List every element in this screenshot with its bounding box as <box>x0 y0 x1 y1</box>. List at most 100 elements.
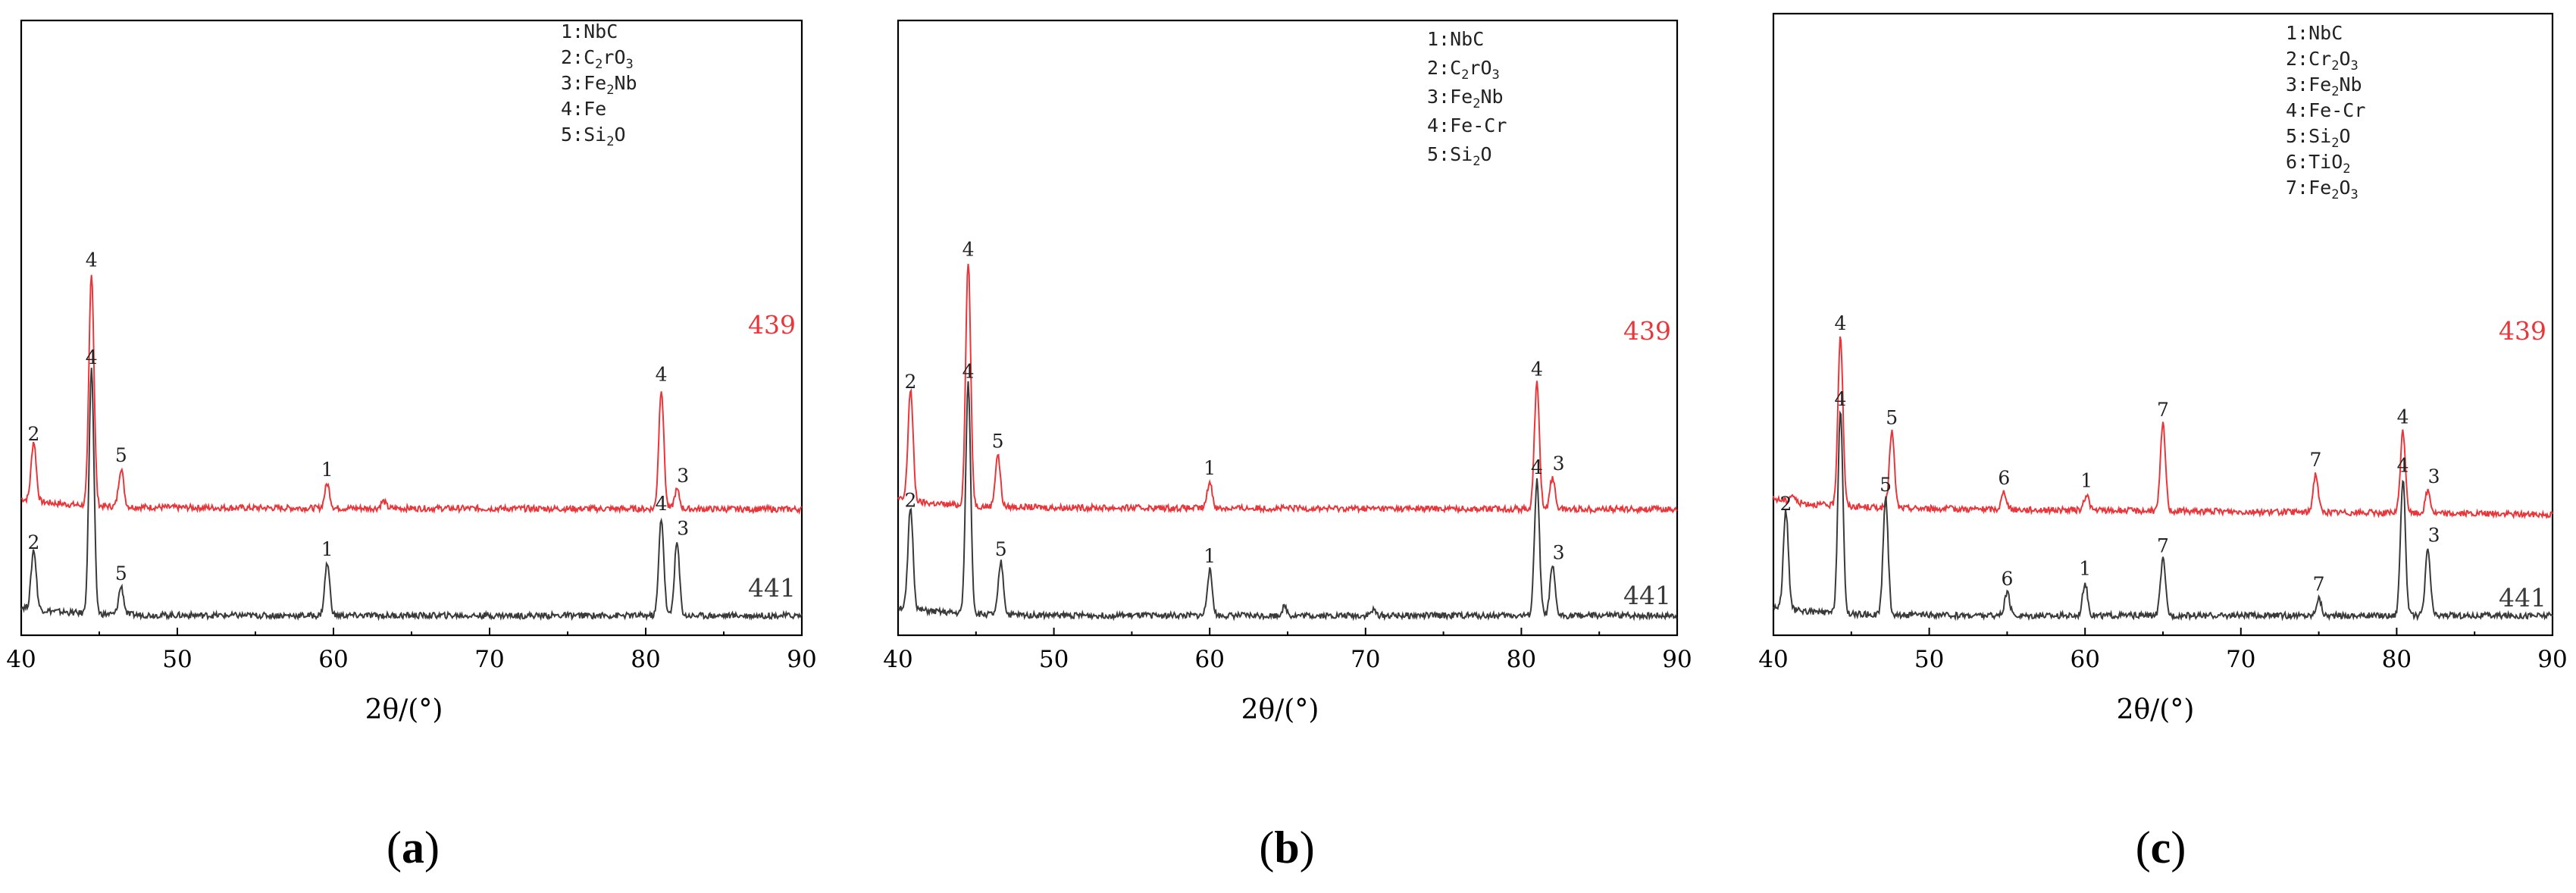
x-tick-label: 90 <box>2537 646 2567 673</box>
peak-label: 1 <box>2080 469 2092 491</box>
x-tick-label: 50 <box>1914 646 1944 673</box>
legend-number: 4: <box>561 98 584 120</box>
peak-label: 2 <box>1779 493 1792 515</box>
legend-phase-part: 3 <box>2351 58 2358 74</box>
legend-phase-part: rO <box>1469 57 1491 79</box>
peak-label: 1 <box>321 538 333 560</box>
legend-phase-part: 2 <box>1473 96 1480 111</box>
peak-label: 1 <box>1203 457 1216 479</box>
peak-label: 4 <box>2397 455 2409 477</box>
peak-label: 7 <box>2157 534 2169 556</box>
legend-number: 3: <box>2286 74 2308 96</box>
legend-number: 1: <box>1427 28 1450 50</box>
peak-label: 5 <box>115 444 127 466</box>
peak-label: 4 <box>1531 456 1543 478</box>
peak-label: 4 <box>962 239 975 261</box>
legend-entry: 5:Si2O <box>2286 125 2351 151</box>
legend-number: 4: <box>2286 99 2308 121</box>
legend-phase-part: Nb <box>1480 86 1503 108</box>
series-line-441 <box>1773 409 2553 622</box>
legend-phase-part: rO <box>603 46 625 68</box>
peak-label: 4 <box>2397 406 2409 428</box>
legend-number: 1: <box>2286 22 2308 44</box>
legend-phase-part: 2 <box>606 83 614 98</box>
legend-number: 3: <box>561 72 584 94</box>
legend-phase-part: 2 <box>2331 58 2339 74</box>
peak-label: 2 <box>904 490 916 512</box>
legend-entry: 1:NbC <box>2286 22 2343 44</box>
subfigure-label-b: (b) <box>1259 822 1314 873</box>
peak-label: 5 <box>1880 474 1892 496</box>
legend-phase-part: 2 <box>2331 187 2339 202</box>
legend-entry: 3:Fe2Nb <box>561 72 637 98</box>
peak-label: 5 <box>1886 407 1898 429</box>
legend-entry: 5:Si2O <box>1427 143 1492 169</box>
series-name-441: 441 <box>748 573 796 603</box>
legend-phase-part: Nb <box>614 72 637 94</box>
legend-number: 5: <box>1427 143 1450 165</box>
peak-label: 3 <box>1553 542 1565 564</box>
peak-label: 3 <box>1553 453 1565 475</box>
peak-label: 3 <box>677 465 689 487</box>
x-tick-label: 80 <box>2382 646 2412 673</box>
peak-label: 3 <box>2428 525 2440 547</box>
legend-phase-part: O <box>1480 143 1491 165</box>
legend-phase-part: Si <box>584 124 606 146</box>
peak-label: 7 <box>2310 449 2322 471</box>
subfigure-label-c: (c) <box>2136 822 2186 873</box>
peak-label: 2 <box>28 531 40 553</box>
legend-phase-part: Fe <box>584 98 606 120</box>
x-tick-label: 60 <box>2070 646 2099 673</box>
legend-phase-part: O <box>614 124 625 146</box>
peak-label: 7 <box>2157 399 2169 421</box>
legend-number: 7: <box>2286 177 2308 199</box>
legend-entry: 4:Fe <box>561 98 606 120</box>
legend-entry: 1:NbC <box>561 20 618 42</box>
legend-entry: 2:C2rO3 <box>561 46 634 72</box>
x-tick-label: 60 <box>1194 646 1224 673</box>
legend-entry: 7:Fe2O3 <box>2286 177 2358 202</box>
legend-entry: 3:Fe2Nb <box>2286 74 2362 99</box>
legend-phase-part: 2 <box>2343 161 2350 177</box>
x-tick-label: 60 <box>318 646 348 673</box>
peak-label: 4 <box>86 346 98 368</box>
legend-entry: 4:Fe-Cr <box>2286 99 2365 121</box>
legend-phase-part: C <box>1450 57 1461 79</box>
x-tick-label: 40 <box>6 646 36 673</box>
legend-phase-part: 2 <box>2331 84 2339 99</box>
legend-phase-part: Fe-Cr <box>2308 99 2365 121</box>
legend-phase-part: O <box>2339 125 2350 147</box>
legend-number: 6: <box>2286 151 2308 173</box>
legend-phase-part: Fe-Cr <box>1450 114 1507 136</box>
legend-phase-part: Fe <box>1450 86 1473 108</box>
x-tick-label: 50 <box>162 646 192 673</box>
series-name-439: 439 <box>748 310 796 340</box>
legend-number: 2: <box>561 46 584 68</box>
series-line-439 <box>897 264 1678 515</box>
legend-phase-part: 2 <box>1461 67 1469 83</box>
peak-label: 4 <box>86 249 98 271</box>
legend-entry: 6:TiO2 <box>2286 151 2351 177</box>
legend-phase-part: Nb <box>2339 74 2362 96</box>
peak-label: 3 <box>677 517 689 539</box>
peak-label: 4 <box>656 493 668 515</box>
legend-phase-part: Si <box>1450 143 1473 165</box>
legend-phase-part: O <box>2339 177 2350 199</box>
peak-label: 5 <box>995 538 1007 560</box>
peak-label: 2 <box>904 371 916 393</box>
legend-phase-part: Fe <box>2308 74 2331 96</box>
x-axis-title: 2θ/(°) <box>2117 694 2195 725</box>
legend-number: 5: <box>561 124 584 146</box>
series-name-439: 439 <box>1623 316 1671 346</box>
legend-entry: 5:Si2O <box>561 124 626 149</box>
legend-entry: 4:Fe-Cr <box>1427 114 1507 136</box>
x-tick-label: 40 <box>883 646 912 673</box>
legend-phase-part: Si <box>2308 125 2331 147</box>
x-tick-label: 70 <box>2226 646 2255 673</box>
peak-label: 2 <box>28 423 40 445</box>
legend-entry: 1:NbC <box>1427 28 1484 50</box>
x-tick-label: 90 <box>1662 646 1692 673</box>
x-tick-label: 80 <box>1507 646 1536 673</box>
